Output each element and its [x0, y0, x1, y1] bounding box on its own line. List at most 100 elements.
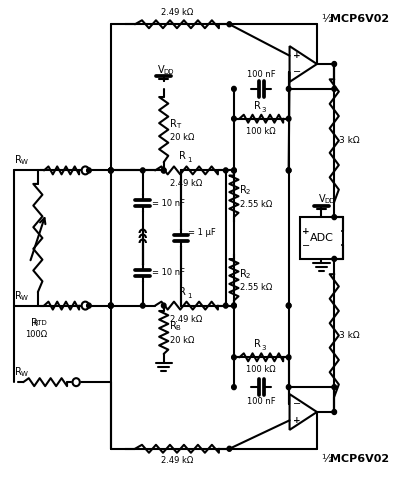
Circle shape: [82, 166, 89, 174]
Circle shape: [87, 168, 91, 173]
Text: T: T: [175, 123, 180, 129]
Text: = 10 nF: = 10 nF: [152, 199, 185, 208]
Text: 2: 2: [246, 189, 250, 196]
Circle shape: [227, 446, 231, 451]
Circle shape: [332, 215, 337, 219]
Text: RTD: RTD: [34, 319, 47, 326]
Circle shape: [73, 378, 80, 386]
Text: 2: 2: [246, 273, 250, 279]
Text: 100 kΩ: 100 kΩ: [246, 127, 276, 136]
Text: DD: DD: [164, 69, 174, 75]
Circle shape: [231, 303, 236, 308]
Text: R: R: [15, 155, 22, 165]
Text: 20 kΩ: 20 kΩ: [170, 336, 194, 345]
Text: R: R: [240, 185, 247, 196]
Circle shape: [109, 168, 113, 173]
Text: R: R: [170, 119, 177, 129]
Text: R: R: [179, 287, 186, 297]
Text: 2.49 kΩ: 2.49 kΩ: [170, 315, 203, 324]
Circle shape: [332, 87, 337, 91]
Text: 20 kΩ: 20 kΩ: [170, 133, 194, 142]
Circle shape: [286, 303, 291, 308]
Text: R: R: [15, 367, 22, 377]
Circle shape: [231, 168, 236, 173]
Text: +: +: [302, 227, 310, 236]
Circle shape: [286, 116, 291, 121]
Text: W: W: [21, 294, 27, 301]
Circle shape: [231, 87, 236, 91]
Text: +: +: [293, 416, 301, 425]
Text: R: R: [254, 101, 261, 111]
Text: ½: ½: [322, 454, 337, 464]
Circle shape: [231, 355, 236, 360]
Text: 3: 3: [262, 107, 266, 113]
Circle shape: [286, 168, 291, 173]
Text: W: W: [21, 371, 27, 377]
Circle shape: [87, 303, 91, 308]
Text: −: −: [293, 399, 301, 409]
Text: R: R: [254, 339, 261, 349]
Text: B: B: [175, 326, 181, 331]
Circle shape: [224, 168, 228, 173]
Text: 100Ω: 100Ω: [25, 330, 47, 339]
Text: 3 kΩ: 3 kΩ: [339, 136, 359, 145]
Circle shape: [162, 303, 166, 308]
Circle shape: [332, 410, 337, 414]
Text: 1: 1: [187, 293, 192, 299]
Circle shape: [109, 303, 113, 308]
Text: V: V: [158, 65, 165, 75]
Text: = 1 µF: = 1 µF: [188, 228, 216, 237]
Circle shape: [227, 22, 231, 27]
Text: R: R: [240, 269, 247, 279]
Text: 100 kΩ: 100 kΩ: [246, 365, 276, 374]
Circle shape: [109, 303, 113, 308]
Text: ADC: ADC: [310, 233, 333, 243]
Circle shape: [109, 168, 113, 173]
Circle shape: [231, 168, 236, 173]
Text: 2.49 kΩ: 2.49 kΩ: [170, 179, 203, 188]
Circle shape: [286, 355, 291, 360]
Text: = 10 nF: = 10 nF: [152, 268, 185, 277]
Text: −: −: [293, 67, 301, 77]
Text: 2.55 kΩ: 2.55 kΩ: [240, 283, 273, 292]
Circle shape: [231, 116, 236, 121]
Circle shape: [286, 303, 291, 308]
Text: −: −: [302, 241, 310, 251]
Text: R: R: [179, 152, 186, 162]
Circle shape: [231, 385, 236, 390]
Circle shape: [231, 303, 236, 308]
Text: 2.55 kΩ: 2.55 kΩ: [240, 200, 273, 209]
Bar: [299, 217, 343, 259]
Text: MCP6V02: MCP6V02: [330, 454, 389, 464]
Circle shape: [162, 168, 166, 173]
Circle shape: [109, 303, 113, 308]
Circle shape: [141, 168, 145, 173]
Circle shape: [286, 385, 291, 390]
Circle shape: [332, 256, 337, 261]
Circle shape: [109, 168, 113, 173]
Text: MCP6V02: MCP6V02: [330, 14, 389, 24]
Text: 2.49 kΩ: 2.49 kΩ: [161, 456, 193, 465]
Circle shape: [286, 168, 291, 173]
Circle shape: [109, 303, 113, 308]
Text: 100 nF: 100 nF: [247, 70, 276, 79]
Circle shape: [141, 303, 145, 308]
Text: R: R: [170, 322, 177, 331]
Text: W: W: [21, 160, 27, 165]
Circle shape: [332, 385, 337, 390]
Circle shape: [286, 87, 291, 91]
Circle shape: [332, 62, 337, 66]
Text: 1: 1: [187, 157, 192, 163]
Text: 100 nF: 100 nF: [247, 397, 276, 406]
Text: R: R: [31, 317, 38, 327]
Text: ½: ½: [322, 14, 337, 24]
Text: 2.49 kΩ: 2.49 kΩ: [161, 8, 193, 17]
Text: DD: DD: [324, 198, 335, 204]
Text: +: +: [293, 51, 301, 60]
Circle shape: [162, 168, 166, 173]
Text: R: R: [15, 291, 22, 301]
Circle shape: [224, 303, 228, 308]
Circle shape: [82, 302, 89, 310]
Text: 3: 3: [262, 345, 266, 351]
Text: V: V: [319, 194, 325, 204]
